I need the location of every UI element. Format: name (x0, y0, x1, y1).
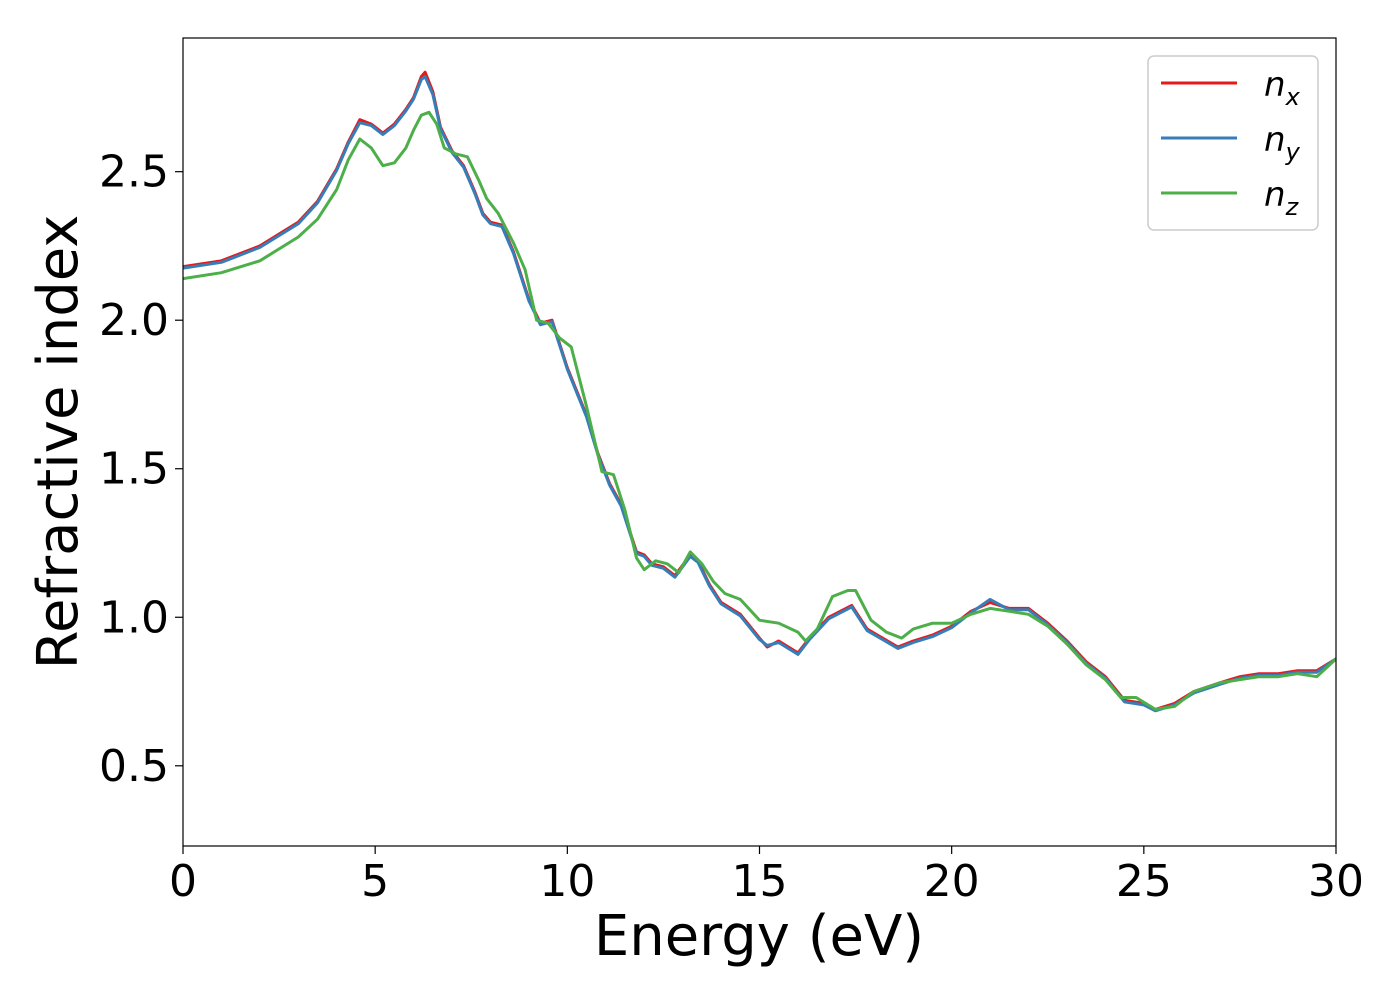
y-tick-label: 1.5 (99, 444, 169, 495)
x-tick-label: 20 (924, 856, 980, 907)
y-axis: 0.5 1.0 1.5 2.0 2.5 (99, 147, 183, 792)
legend-label-nx: nx (1264, 65, 1301, 111)
legend-label-ny: ny (1264, 120, 1301, 166)
x-axis: 0 5 10 15 20 25 30 (169, 846, 1364, 907)
x-tick-label: 10 (539, 856, 595, 907)
y-tick-label: 2.0 (99, 295, 169, 346)
y-axis-title: Refractive index (26, 215, 91, 670)
x-axis-title: Energy (eV) (594, 904, 924, 969)
x-tick-label: 30 (1308, 856, 1364, 907)
y-tick-label: 0.5 (99, 741, 169, 792)
y-tick-label: 2.5 (99, 147, 169, 198)
y-tick-label: 1.0 (99, 592, 169, 643)
x-tick-label: 5 (361, 856, 389, 907)
series-line-nz (183, 110, 1336, 711)
x-tick-label: 0 (169, 856, 197, 907)
legend-box (1147, 55, 1319, 231)
x-tick-label: 15 (732, 856, 788, 907)
x-tick-label: 25 (1116, 856, 1172, 907)
